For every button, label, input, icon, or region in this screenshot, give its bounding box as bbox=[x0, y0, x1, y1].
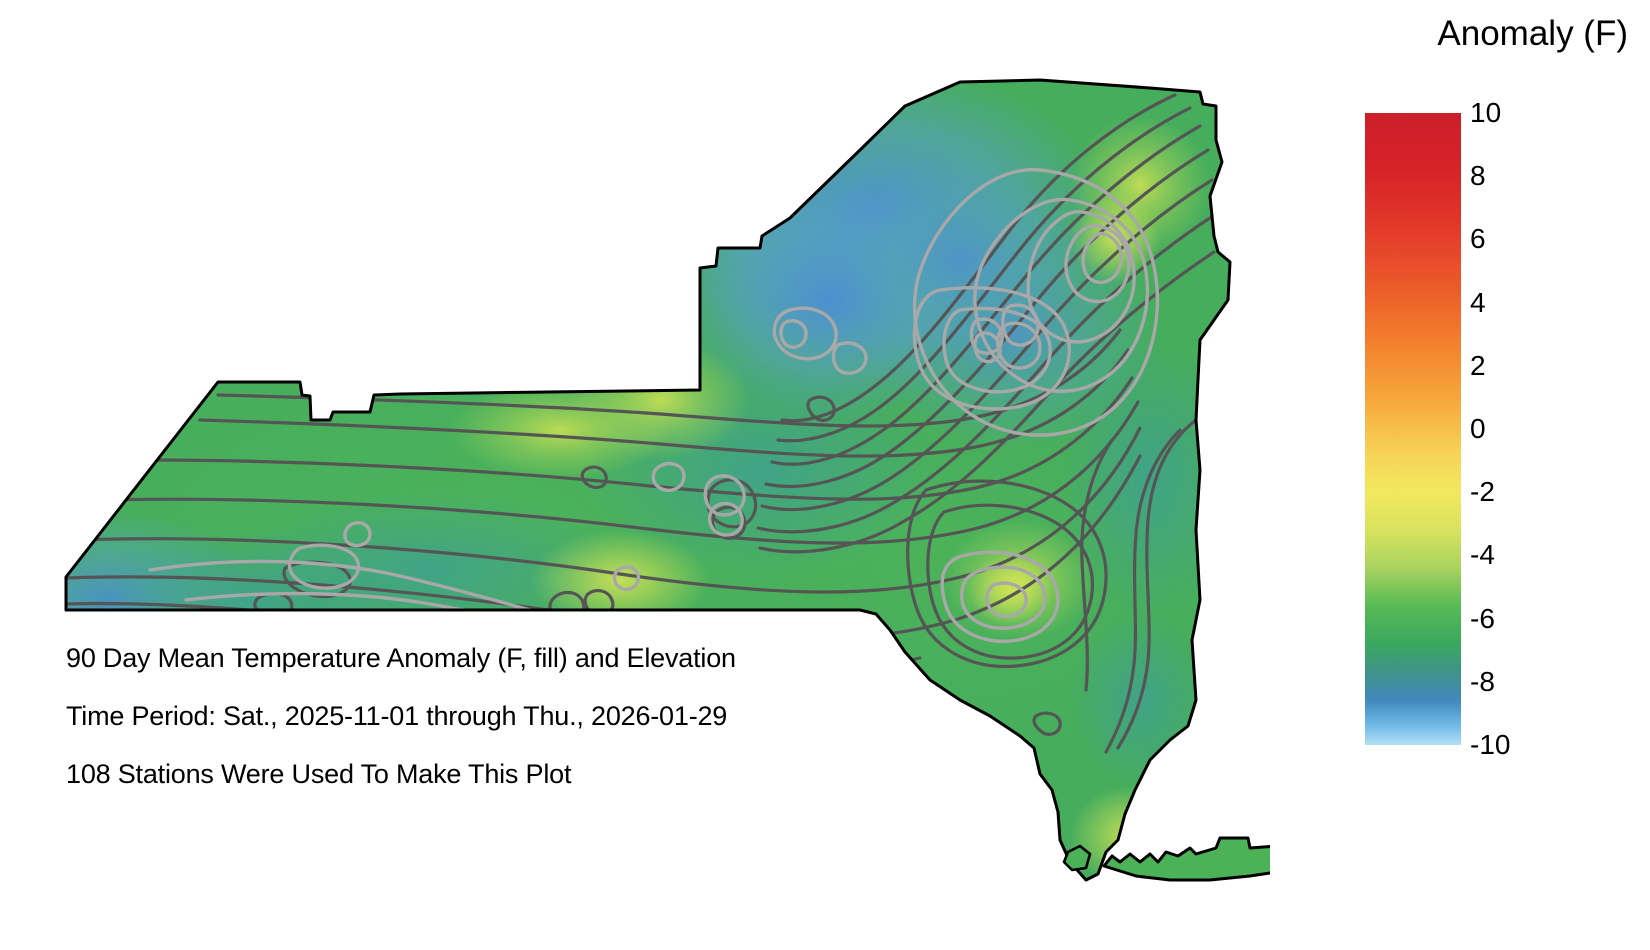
colorbar-tick-label: -2 bbox=[1470, 476, 1495, 508]
legend-title: Anomaly (F) bbox=[1437, 14, 1628, 53]
colorbar-wrap bbox=[1365, 113, 1461, 745]
colorbar-tick-label: -6 bbox=[1470, 602, 1495, 634]
colorbar-tick-label: 0 bbox=[1470, 413, 1486, 444]
new-york-state-anomaly-map bbox=[64, 78, 1270, 882]
colorbar-tick-label: -4 bbox=[1470, 539, 1495, 571]
colorbar-gradient bbox=[1365, 113, 1461, 745]
colorbar-tick-label: 4 bbox=[1470, 286, 1486, 318]
legend-panel: Anomaly (F) 10 8 6 4 2 0 -2 -4 -6 -8 -10 bbox=[1270, 0, 1650, 950]
caption-line-time-period: Time Period: Sat., 2025-11-01 through Th… bbox=[66, 701, 728, 731]
colorbar-tick-label: 8 bbox=[1470, 160, 1486, 192]
long-island-polygon bbox=[1062, 836, 1270, 882]
colorbar-tick-label: 2 bbox=[1470, 349, 1486, 381]
elevation-contours-low bbox=[66, 93, 1218, 754]
caption-line-title: 90 Day Mean Temperature Anomaly (F, fill… bbox=[66, 643, 736, 673]
colorbar-tick-labels: 10 8 6 4 2 0 -2 -4 -6 -8 -10 bbox=[1470, 99, 1590, 759]
state-boundary-outline bbox=[64, 78, 1232, 882]
map-panel: 90 Day Mean Temperature Anomaly (F, fill… bbox=[64, 78, 1270, 882]
colorbar-tick-label: -10 bbox=[1470, 729, 1511, 760]
colorbar-tick-label: -8 bbox=[1470, 665, 1495, 697]
caption-line-station-count: 108 Stations Were Used To Make This Plot bbox=[66, 759, 572, 789]
caption-block: 90 Day Mean Temperature Anomaly (F, fill… bbox=[66, 645, 946, 819]
colorbar-tick-label: 6 bbox=[1470, 223, 1486, 255]
colorbar-tick-label: 10 bbox=[1470, 97, 1502, 128]
